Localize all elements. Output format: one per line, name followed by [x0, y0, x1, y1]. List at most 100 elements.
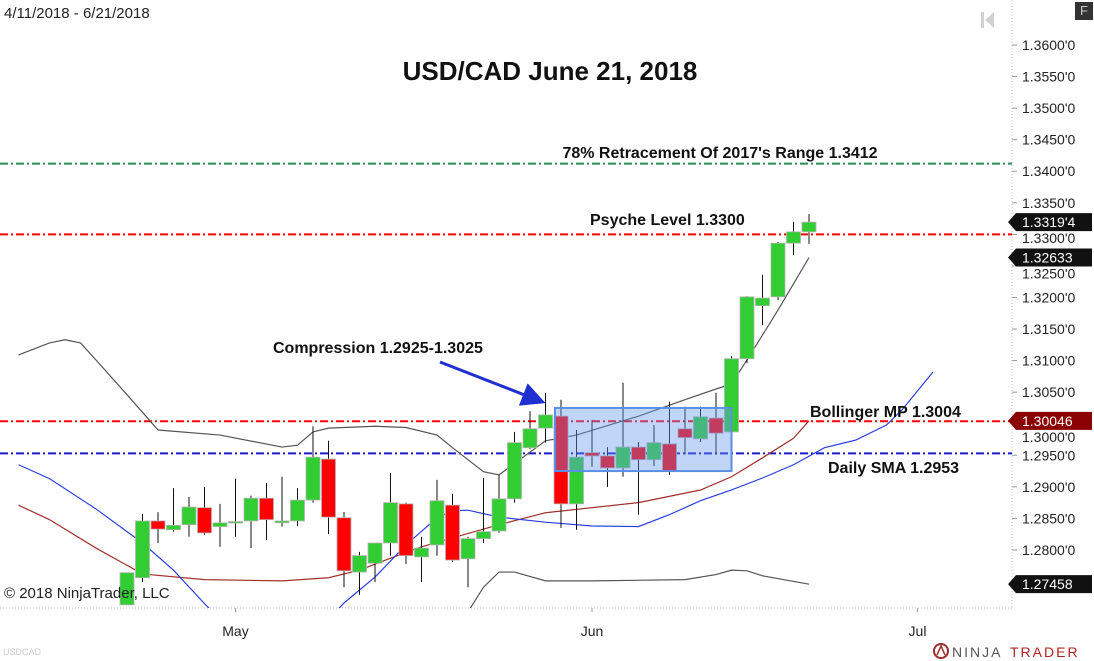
y-tick-label: 1.3250'0 — [1022, 266, 1075, 282]
price-tag — [1008, 248, 1092, 267]
price-tag — [1008, 575, 1092, 594]
candle-body-up — [507, 442, 522, 500]
candle-body-up — [243, 497, 259, 522]
candle — [801, 214, 817, 244]
candle-body-up — [646, 442, 662, 461]
collapse-panel-icon[interactable] — [980, 10, 996, 30]
f-button[interactable]: F — [1075, 2, 1093, 20]
candle-body-down — [600, 455, 615, 469]
y-tick-label: 1.3450'0 — [1022, 132, 1075, 148]
candle-body-down — [197, 507, 212, 534]
y-tick-label: 1.2900'0 — [1022, 479, 1075, 495]
candle — [259, 483, 274, 540]
candle-body-up — [522, 428, 538, 449]
candle-body-up — [476, 531, 491, 539]
logo-mark-icon — [933, 643, 949, 659]
candle — [476, 478, 491, 544]
price-tag-label: 1.3319'4 — [1022, 214, 1075, 230]
candle — [166, 488, 181, 532]
candle-body-up — [739, 296, 755, 360]
candle — [290, 488, 305, 526]
instrument-watermark: USDCAD — [3, 647, 42, 657]
x-tick-label: May — [222, 623, 248, 639]
candle — [553, 399, 569, 528]
candle-body-up — [755, 297, 770, 307]
y-tick-label: 1.3200'0 — [1022, 289, 1075, 305]
y-tick-label: 1.3300'0 — [1022, 230, 1075, 246]
y-tick-label: 1.3150'0 — [1022, 321, 1075, 337]
candle-body-down — [150, 520, 166, 530]
candle — [600, 447, 615, 487]
candle — [755, 274, 770, 326]
candle-body-up — [383, 502, 398, 544]
candle — [460, 536, 476, 588]
candle — [677, 406, 693, 455]
x-tick-label: Jul — [909, 623, 927, 639]
candle — [197, 486, 212, 535]
candle — [228, 478, 243, 537]
level-annotation: Bollinger MP 1.3004 — [810, 404, 961, 421]
candle-body-up — [290, 499, 305, 522]
candle-body-up — [615, 446, 631, 469]
candle-body-up — [770, 242, 786, 298]
date-range-label: 4/11/2018 - 6/21/2018 — [4, 5, 150, 22]
candle-body-up — [491, 498, 507, 532]
candle — [569, 430, 584, 530]
candle — [367, 542, 383, 583]
level-annotation: 78% Retracement Of 2017's Range 1.3412 — [562, 145, 877, 162]
candle — [522, 411, 538, 449]
candle-body-up — [460, 538, 476, 560]
candle-body-down — [259, 497, 274, 521]
candle — [181, 496, 197, 537]
y-tick-label: 1.3050'0 — [1022, 384, 1075, 400]
candle — [739, 296, 755, 364]
candle — [693, 406, 708, 443]
candle — [243, 495, 259, 549]
candle-body-down — [321, 458, 336, 518]
candle — [631, 442, 646, 515]
candle-body-up — [801, 221, 817, 233]
x-tick-label: Jun — [581, 623, 604, 639]
y-tick-label: 1.2800'0 — [1022, 542, 1075, 558]
candle-body-up — [367, 542, 383, 564]
candle — [538, 392, 553, 443]
candle-body-up — [166, 524, 181, 531]
indicator-line — [469, 569, 810, 608]
ninjatrader-logo: NINJA TRADER — [933, 643, 1080, 660]
candle-body-up — [228, 521, 243, 524]
candle — [507, 431, 522, 503]
candle-body-up — [274, 520, 290, 524]
candle — [646, 424, 662, 467]
compression-box — [554, 406, 733, 473]
candle — [414, 536, 429, 583]
y-tick-label: 1.3000'0 — [1022, 429, 1075, 445]
logo-text-trader: TRADER — [1010, 644, 1080, 660]
candle — [150, 512, 166, 544]
candle — [135, 513, 150, 583]
candle-body-down — [336, 517, 352, 572]
candle — [305, 426, 321, 503]
price-tag-label: 1.27458 — [1022, 576, 1073, 592]
compression-arrow — [439, 360, 546, 406]
candle-body-down — [398, 503, 414, 557]
candle — [615, 382, 631, 477]
copyright-text: © 2018 NinjaTrader, LLC — [4, 585, 170, 602]
y-tick-label: 1.3600'0 — [1022, 37, 1075, 53]
candle — [429, 479, 445, 556]
candle-body-down — [445, 504, 460, 561]
candle-body-up — [181, 506, 197, 526]
price-tag — [1008, 213, 1092, 232]
y-tick-label: 1.2850'0 — [1022, 510, 1075, 526]
candle — [383, 472, 398, 556]
candle — [584, 419, 600, 467]
candle-body-down — [584, 452, 600, 457]
candle-body-up — [352, 555, 367, 573]
candle-body-up — [693, 416, 708, 440]
price-tag — [1008, 411, 1092, 430]
candle-body-up — [538, 414, 553, 429]
candle — [491, 474, 507, 533]
candle — [352, 551, 367, 595]
candle-body-up — [212, 522, 228, 528]
candle — [321, 440, 336, 535]
